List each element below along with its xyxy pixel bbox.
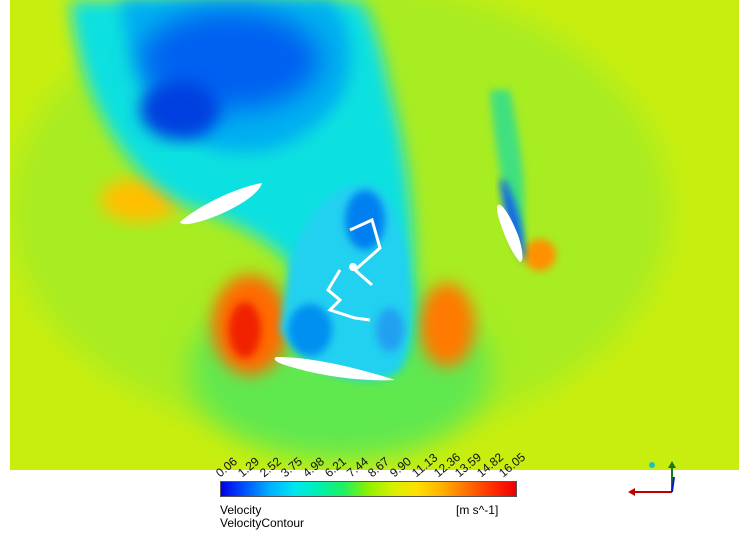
triad-z-axis (671, 476, 675, 493)
triad-x-arrowhead (628, 488, 635, 496)
high-velocity-zone-left-core (229, 302, 261, 358)
velocity-contour-field (10, 0, 739, 470)
triad-origin-marker (649, 462, 655, 468)
high-velocity-zone-right (419, 283, 475, 367)
blade-right (496, 204, 523, 262)
legend-unit-label: [m s^-1] (456, 503, 499, 517)
legend-variable-label: Velocity (220, 503, 262, 517)
center-strut (349, 217, 382, 287)
triad-y-arrowhead (668, 461, 676, 468)
high-velocity-zone-tip (524, 239, 556, 271)
rotor-hub (349, 263, 357, 271)
blade-upper-left (180, 183, 262, 225)
axis-triad (620, 455, 680, 505)
turbulent-patch-c (376, 308, 404, 352)
legend-contour-name: VelocityContour (220, 516, 305, 530)
colorbar (220, 481, 517, 497)
turbulent-patch-b (288, 304, 332, 356)
blade-bottom (274, 357, 395, 381)
low-velocity-zone-2 (140, 80, 220, 140)
center-strut-lower (326, 269, 371, 322)
